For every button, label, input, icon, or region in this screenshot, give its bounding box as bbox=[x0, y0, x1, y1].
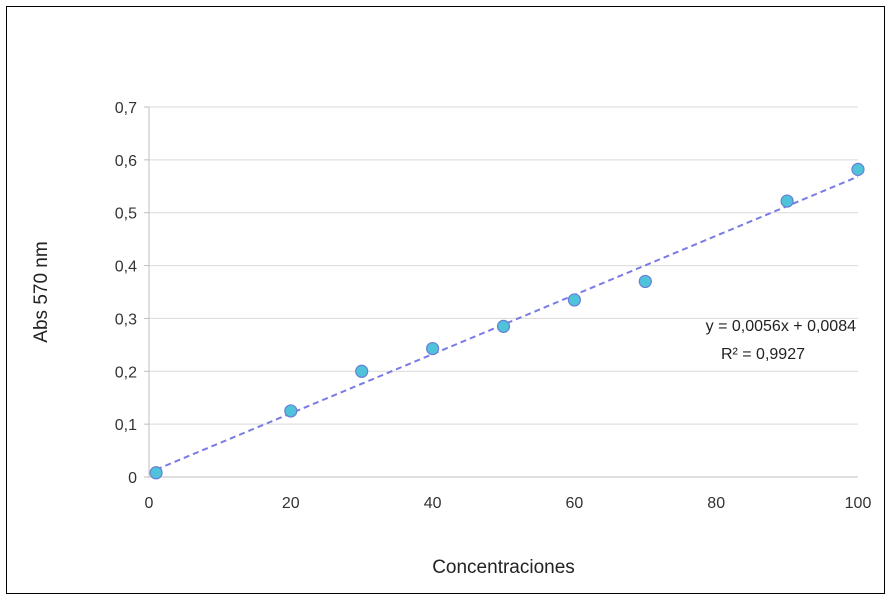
y-axis-title: Abs 570 nm bbox=[31, 241, 52, 342]
x-tick-label: 60 bbox=[566, 495, 584, 512]
data-point bbox=[355, 364, 369, 378]
y-tick-label: 0,3 bbox=[115, 311, 137, 328]
data-point bbox=[638, 274, 652, 289]
data-point bbox=[149, 466, 163, 480]
x-tick-label: 100 bbox=[845, 495, 872, 512]
y-tick-label: 0,6 bbox=[115, 153, 137, 170]
axes bbox=[144, 106, 858, 478]
data-point bbox=[780, 194, 794, 208]
y-tick-label: 0 bbox=[128, 470, 137, 487]
x-axis-title: Concentraciones bbox=[432, 557, 575, 578]
data-point bbox=[567, 293, 582, 307]
x-tick-label: 20 bbox=[282, 495, 300, 512]
y-tick-label: 0,4 bbox=[115, 259, 137, 276]
y-tick-label: 0,5 bbox=[115, 206, 137, 223]
data-point bbox=[284, 404, 298, 418]
y-tick-label: 0,2 bbox=[115, 364, 137, 381]
gridlines bbox=[149, 106, 858, 425]
tick-labels: 0 0,1 0,2 0,3 0,4 0,5 0,6 0,7 0 20 40 60 80 100 bbox=[115, 100, 872, 512]
data-point bbox=[426, 341, 440, 356]
x-tick-label: 0 bbox=[145, 495, 154, 512]
trendline-equation: y = 0,0056x + 0,0084 bbox=[706, 318, 856, 335]
trendline-r2: R² = 0,9927 bbox=[721, 346, 805, 363]
chart-frame: 0 0,1 0,2 0,3 0,4 0,5 0,6 0,7 0 20 40 60 80 100 y = 0… bbox=[6, 6, 885, 594]
y-tick-label: 0,1 bbox=[115, 417, 137, 434]
data-point bbox=[496, 319, 511, 333]
chart-svg: 0 0,1 0,2 0,3 0,4 0,5 0,6 0,7 0 20 40 60 80 100 y = 0… bbox=[31, 100, 872, 578]
x-tick-label: 80 bbox=[707, 495, 725, 512]
data-point bbox=[851, 162, 865, 176]
data-points bbox=[149, 162, 865, 480]
y-tick-label: 0,7 bbox=[115, 100, 137, 117]
x-tick-label: 40 bbox=[424, 495, 442, 512]
